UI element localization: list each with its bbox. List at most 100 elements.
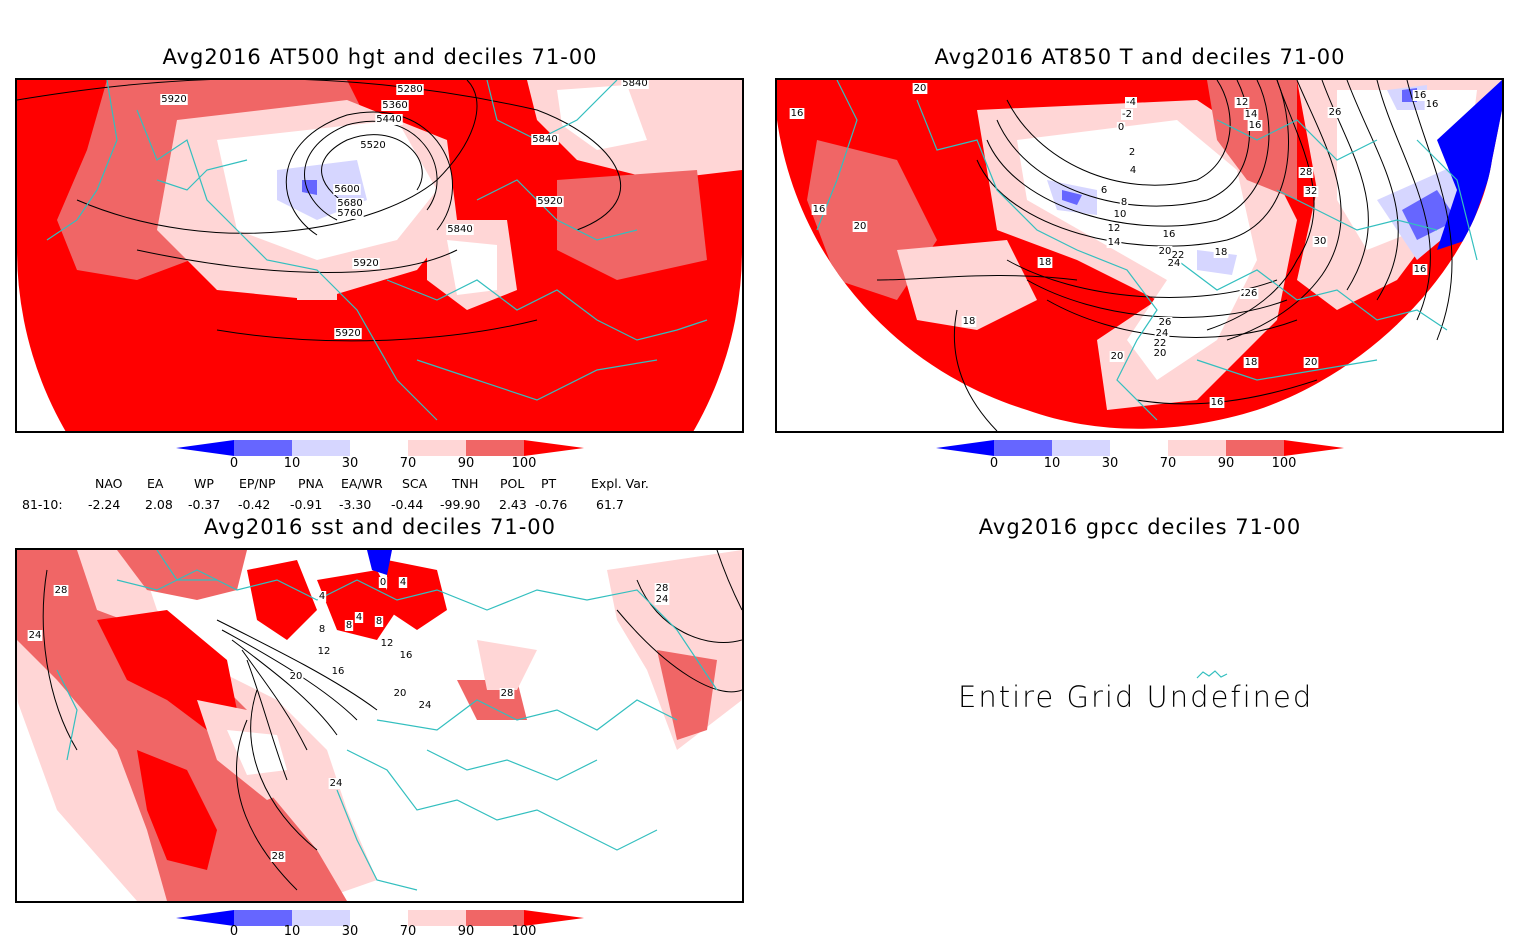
contour-label-bg <box>1243 288 1259 299</box>
colorbar-label: 90 <box>457 924 475 939</box>
index-value: -0.91 <box>290 497 323 512</box>
cbar-mid-blue <box>234 910 292 926</box>
contour-label: 18 <box>1039 257 1052 268</box>
index-value: -0.44 <box>391 497 424 512</box>
contour-label: 20 <box>1154 348 1167 359</box>
contour-label-bg <box>1412 264 1428 275</box>
contour-label-bg <box>1166 258 1182 269</box>
contour-label: 22 <box>1154 338 1167 349</box>
colorbar-label: 0 <box>229 456 239 471</box>
contour-label-bg <box>1303 186 1319 197</box>
contour-label-bg <box>359 140 387 151</box>
index-header: TNH <box>452 476 479 491</box>
contour-label: 5920 <box>537 196 562 207</box>
contour-label-bg <box>270 851 286 862</box>
contour-label-bg <box>288 671 304 682</box>
contour-label-bg <box>334 328 362 339</box>
contour-label-bg <box>654 583 670 594</box>
index-value: -2.24 <box>88 497 121 512</box>
contour-label-bg <box>333 184 361 195</box>
contour-label: 28 <box>656 583 669 594</box>
contour-label-bg <box>379 638 395 649</box>
cbar-white <box>350 910 408 926</box>
contour-label-bg <box>621 80 649 89</box>
cbar-mid-blue <box>994 440 1052 456</box>
contour-label-bg <box>317 591 327 602</box>
colorbar-label: 0 <box>229 924 239 939</box>
contour-label: 20 <box>1305 357 1318 368</box>
contour-label-bg <box>961 316 977 327</box>
index-header: EA <box>147 476 164 491</box>
index-value: -99.90 <box>440 497 481 512</box>
contour-label: 14 <box>1108 237 1121 248</box>
contour-label: 18 <box>1215 247 1228 258</box>
colorbar-label: 10 <box>1043 456 1061 471</box>
contour-label: 16 <box>791 108 804 119</box>
cbar-mid-red <box>466 440 524 456</box>
contour-label-bg <box>1303 357 1319 368</box>
contour-label: 5920 <box>353 258 378 269</box>
undefined-grid-message: Entire Grid Undefined <box>958 680 1314 714</box>
colorbar-label: 10 <box>283 924 301 939</box>
contour-label: 32 <box>1305 186 1318 197</box>
contour-label-bg <box>330 666 346 677</box>
colorbar-hgt: 0 10 30 70 90 100 <box>176 440 586 474</box>
index-value: -0.42 <box>238 497 271 512</box>
contour-label-bg <box>1161 229 1177 240</box>
contour-label-bg <box>1121 109 1133 120</box>
contour-label: 24 <box>1156 328 1169 339</box>
index-header: NAO <box>95 476 123 491</box>
contour-label-bg <box>392 688 408 699</box>
contour-label: 5840 <box>447 224 472 235</box>
contour-label: 16 <box>1414 90 1427 101</box>
contour-label: 5440 <box>376 114 401 125</box>
contour-label: 26 <box>1159 317 1172 328</box>
contour-label: 5840 <box>622 80 647 89</box>
contour-label-bg <box>1298 167 1314 178</box>
coast-fragment-icon <box>1196 670 1228 679</box>
colorbar-label: 10 <box>283 456 301 471</box>
contour-label-bg <box>53 585 69 596</box>
contour-label: 16 <box>1426 99 1439 110</box>
index-header: POL <box>500 476 525 491</box>
contour-label: 8 <box>346 620 352 631</box>
contour-label: 16 <box>1414 264 1427 275</box>
contour-label-bg <box>1112 209 1128 220</box>
contour-label-bg <box>352 258 380 269</box>
contour-label: 28 <box>1300 167 1313 178</box>
contour-label: 5920 <box>335 328 360 339</box>
contour-label: 5520 <box>360 140 385 151</box>
colorbar-label: 0 <box>989 456 999 471</box>
cbar-dark-blue <box>176 910 234 926</box>
contour-label-bg <box>336 198 364 209</box>
index-value: -3.30 <box>339 497 372 512</box>
index-header: EA/WR <box>341 476 383 491</box>
contour-label-bg <box>1152 348 1168 359</box>
contour-label: 4 <box>1130 165 1136 176</box>
contour-label-bg <box>1109 351 1125 362</box>
colorbar-label: 30 <box>341 456 359 471</box>
contour-label-bg <box>1116 122 1126 133</box>
contour-label: 5280 <box>397 84 422 95</box>
contour-label: 24 <box>419 700 432 711</box>
contour-label: 0 <box>1118 122 1124 133</box>
contour-label: 20 <box>854 221 867 232</box>
contour-label: 18 <box>1245 357 1258 368</box>
cbar-white <box>1110 440 1168 456</box>
contour-label-bg <box>1327 107 1343 118</box>
contour-label-bg <box>316 646 332 657</box>
contour-label: 26 <box>1329 107 1342 118</box>
contour-label: 26 <box>1245 288 1258 299</box>
contour-label-bg <box>1209 397 1225 408</box>
cbar-dark-red <box>524 440 584 456</box>
contour-label: 14 <box>1245 109 1258 120</box>
contour-label: 12 <box>1236 97 1249 108</box>
panel-title-gpcc: Avg2016 gpcc deciles 71-00 <box>978 515 1302 539</box>
contour-label: 28 <box>272 851 285 862</box>
colorbar-label: 100 <box>1271 456 1297 471</box>
contour-label-bg <box>1424 99 1440 110</box>
panel-title-t850: Avg2016 AT850 T and deciles 71-00 <box>934 45 1346 69</box>
contour-label-bg <box>1243 109 1259 120</box>
contour-label-bg <box>1154 328 1170 339</box>
contour-label: 16 <box>400 650 413 661</box>
